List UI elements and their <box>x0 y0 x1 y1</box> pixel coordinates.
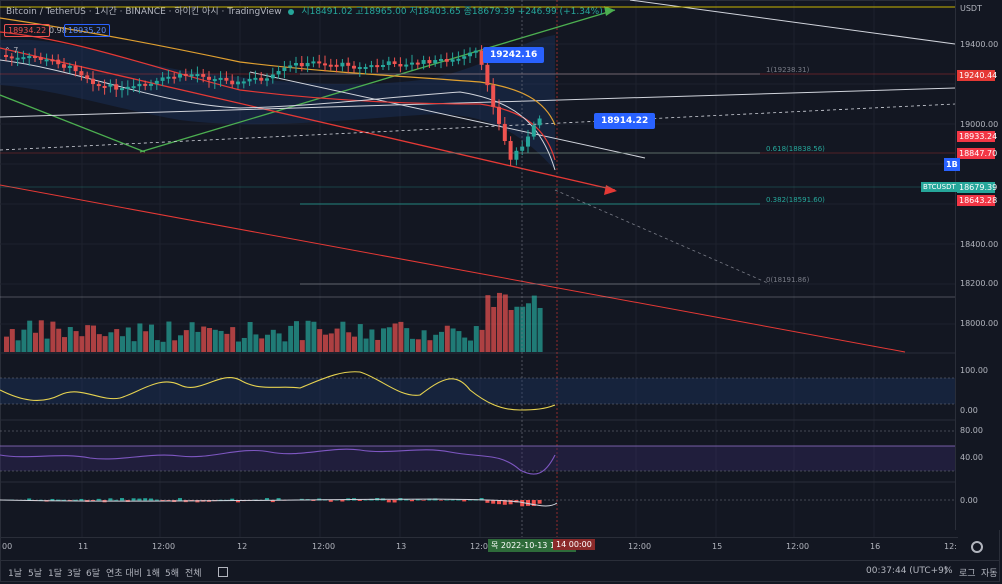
clock[interactable]: 00:37:44 (UTC+9) <box>866 566 948 576</box>
ohlc-values: 시18491.02 고18965.00 저18403.65 종18679.39 … <box>301 7 603 17</box>
range-button-3m[interactable]: 3달 <box>67 569 82 579</box>
range-button-6m[interactable]: 6달 <box>86 569 101 579</box>
price-label: 18200.00 <box>960 279 999 288</box>
range-button-1m[interactable]: 1달 <box>48 569 63 579</box>
stoch-line <box>0 448 556 475</box>
bollinger-band <box>0 35 555 170</box>
price-tag: 18643.28 <box>957 195 998 206</box>
chart-header: Bitcoin / TetherUS · 1시간 · BINANCE · 하이킨… <box>6 4 607 17</box>
range-button-1y[interactable]: 1해 <box>146 569 161 579</box>
fib-level-0: 0(18191.86) <box>766 276 810 284</box>
trendline-white-1 <box>249 71 646 159</box>
fib-level-1: 1(19238.31) <box>766 66 810 74</box>
time-label: 15 <box>712 542 723 551</box>
fib-level-0382: 0.382(18591.60) <box>766 196 825 204</box>
spread-value: 0.98 <box>49 26 67 35</box>
settings-gear-icon[interactable] <box>971 541 983 553</box>
log-toggle[interactable]: 로그 <box>959 569 976 579</box>
bottom-toolbar: 1날 5날 1달 3달 6달 연초 대비 1해 5해 전체 00:37:44 (… <box>0 560 1000 583</box>
symbol-title[interactable]: Bitcoin / TetherUS · 1시간 · BINANCE · 하이킨… <box>6 7 282 17</box>
price-tag: 18847.70 <box>957 148 998 159</box>
symbol-badge[interactable]: 1B <box>944 158 960 171</box>
callout-high[interactable]: 19242.16 <box>483 47 545 63</box>
sell-price[interactable]: 18934.22 <box>4 24 51 37</box>
indicator-collapse-toggle[interactable]: ⌃ 7 <box>4 46 19 55</box>
auto-toggle[interactable]: 자동 <box>981 569 998 579</box>
percent-toggle[interactable]: % <box>944 566 953 576</box>
time-label: 12: <box>944 542 957 551</box>
current-price-tag: 18679.39 <box>957 182 998 193</box>
ma-white <box>0 59 556 171</box>
symbol-tag[interactable]: BTCUSDT <box>921 182 958 192</box>
stoch-axis-label: 80.00 <box>960 426 983 435</box>
time-label: 12:00 <box>470 542 494 551</box>
price-label: 18400.00 <box>960 240 999 249</box>
crosshair-time-end: 14 00:00 <box>553 539 595 550</box>
time-label: 11 <box>78 542 89 551</box>
price-label: 19000.00 <box>960 120 999 129</box>
price-label: 19400.00 <box>960 40 999 49</box>
time-label: 00 <box>2 542 13 551</box>
range-button-all[interactable]: 전체 <box>185 569 202 579</box>
price-tag: 19240.44 <box>957 70 998 81</box>
time-axis[interactable]: 00 11 12:00 12 12:00 13 12:00 12:00 15 1… <box>0 537 958 554</box>
ma-orange <box>0 17 556 126</box>
buy-price[interactable]: 18935.20 <box>64 24 111 37</box>
stoch-axis-label: 40.00 <box>960 453 983 462</box>
rsi-line <box>0 371 556 411</box>
macd-axis-label: 0.00 <box>960 496 978 505</box>
time-label: 12:00 <box>312 542 336 551</box>
rsi-axis-label: 0.00 <box>960 406 978 415</box>
fib-level-0618: 0.618(18838.56) <box>766 145 825 153</box>
price-axis[interactable]: USDT 19400.00 19000.00 18400.00 18200.00… <box>955 0 1001 530</box>
goto-date-icon[interactable] <box>218 567 228 577</box>
candlestick-series <box>4 45 542 166</box>
chart-canvas[interactable] <box>0 0 958 537</box>
rsi-axis-label: 100.00 <box>960 366 988 375</box>
currency-label[interactable]: USDT <box>960 4 982 13</box>
range-button-5y[interactable]: 5해 <box>165 569 180 579</box>
range-button-1d[interactable]: 1날 <box>8 569 23 579</box>
callout-mid[interactable]: 18914.22 <box>594 113 656 129</box>
time-label: 16 <box>870 542 881 551</box>
time-label: 12 <box>237 542 248 551</box>
range-button-ytd[interactable]: 연초 대비 <box>106 569 142 579</box>
price-label: 18000.00 <box>960 319 999 328</box>
trendline-green-1 <box>0 94 146 153</box>
trendline-green-2 <box>139 9 616 153</box>
time-label: 13 <box>396 542 407 551</box>
status-dot-icon <box>288 8 295 15</box>
time-label: 12:00 <box>786 542 810 551</box>
trendline-red-1 <box>0 47 616 191</box>
ma-red <box>0 31 556 161</box>
trendline-white-2 <box>0 87 956 118</box>
time-label: 12:00 <box>152 542 176 551</box>
volume-bars <box>4 292 543 352</box>
range-button-5d[interactable]: 5날 <box>28 569 43 579</box>
time-label: 12:00 <box>628 542 652 551</box>
trendline-red-2 <box>0 184 906 353</box>
price-tag: 18933.24 <box>957 131 998 142</box>
